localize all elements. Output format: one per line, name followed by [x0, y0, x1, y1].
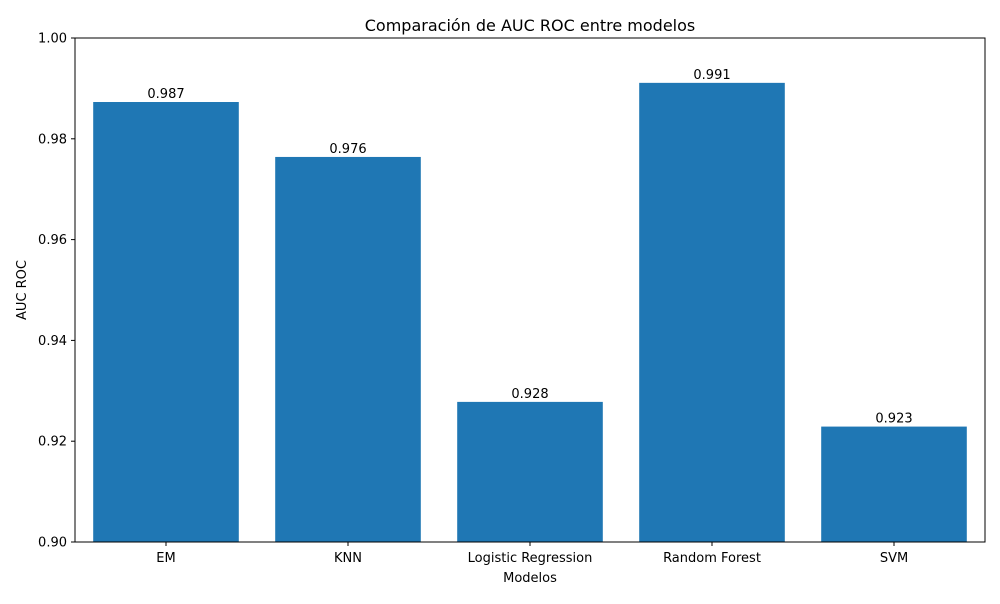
bar-svm: [821, 426, 967, 542]
x-tick-label-logistic-regression: Logistic Regression: [468, 551, 593, 566]
x-tick-label-svm: SVM: [880, 551, 908, 566]
y-tick-label: 0.90: [38, 536, 67, 551]
axes-layer: EM KNN Logistic Regression Random Forest SVM…: [38, 32, 986, 566]
y-tick-label: 0.94: [38, 334, 67, 349]
y-axis-title: AUC ROC: [15, 260, 30, 320]
data-labels-layer: 0.987 0.976 0.928 0.991 0.923: [147, 68, 912, 427]
bar-knn: [275, 156, 421, 542]
x-axis-title: Modelos: [503, 571, 557, 586]
x-tick-label-knn: KNN: [334, 551, 362, 566]
data-label-svm: 0.923: [875, 412, 912, 427]
y-tick-label: 0.92: [38, 435, 67, 450]
x-tick-label-em: EM: [156, 551, 175, 566]
data-label-em: 0.987: [147, 87, 184, 102]
y-tick-label: 0.98: [38, 132, 67, 147]
bar-logistic-regression: [457, 401, 603, 542]
plot-frame: [74, 37, 986, 543]
y-tick-label: 0.96: [38, 233, 67, 248]
data-label-knn: 0.976: [329, 142, 366, 157]
data-label-random-forest: 0.991: [693, 68, 730, 83]
data-label-logistic-regression: 0.928: [511, 387, 548, 402]
x-tick-label-random-forest: Random Forest: [663, 551, 761, 566]
y-tick-label: 1.00: [38, 32, 67, 47]
bars-layer: [93, 82, 967, 543]
chart-title: Comparación de AUC ROC entre modelos: [365, 16, 695, 35]
bar-em: [93, 102, 239, 543]
bar-random-forest: [639, 82, 785, 542]
